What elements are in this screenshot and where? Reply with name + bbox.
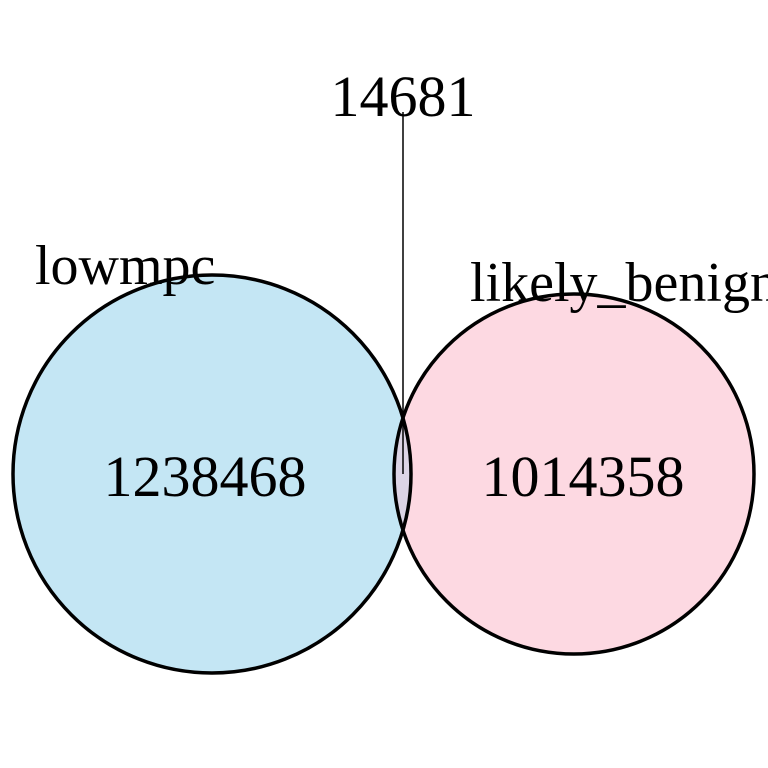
set-b-outline	[392, 292, 756, 656]
set-a-label: lowmpc	[35, 235, 215, 297]
set-b-only-count: 1014358	[482, 444, 685, 509]
set-b-fill	[394, 294, 754, 654]
set-a-outline	[11, 273, 413, 675]
set-b-label: likely_benign	[470, 252, 768, 314]
set-a-fill	[13, 275, 411, 673]
set-a-only-count: 1238468	[104, 444, 307, 509]
intersection-count: 14681	[331, 64, 476, 129]
